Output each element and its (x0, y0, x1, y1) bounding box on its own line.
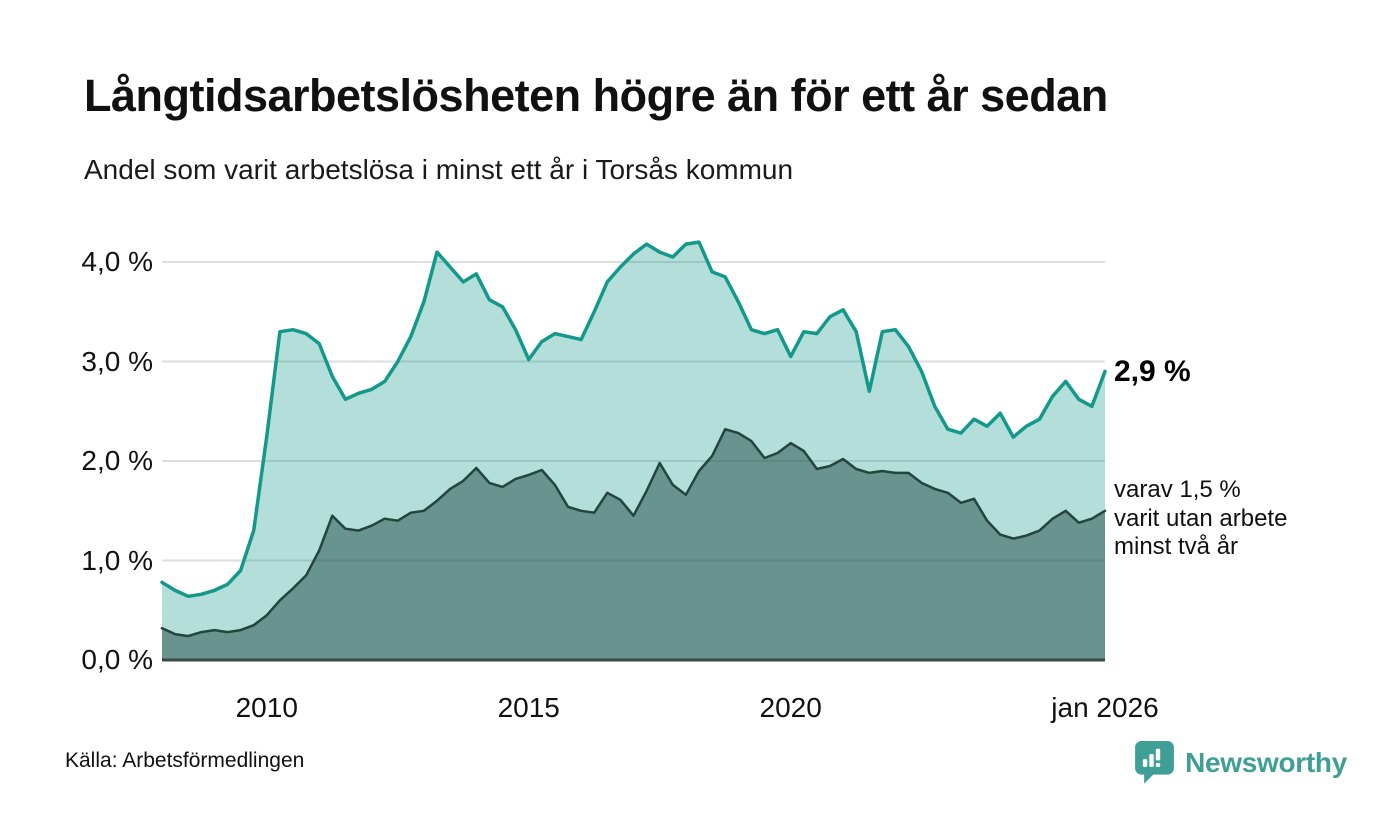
y-tick-label: 0,0 % (81, 644, 153, 675)
y-tick-label: 3,0 % (81, 345, 153, 377)
y-tick-label: 1,0 % (81, 544, 153, 576)
newsworthy-wordmark: Newsworthy (1185, 747, 1347, 778)
secondary-series-note: varav 1,5 % varit utan arbete minst två … (1114, 476, 1288, 560)
newsworthy-logo-icon (1135, 741, 1174, 784)
x-tick-label: 2020 (759, 692, 822, 723)
newsworthy-logo: Newsworthy (1135, 741, 1347, 785)
chart-title: Långtidsarbetslösheten högre än för ett … (84, 70, 1108, 121)
chart-subtitle: Andel som varit arbetslösa i minst ett å… (84, 154, 794, 185)
x-tick-label: 2015 (497, 692, 560, 723)
x-tick-label: jan 2026 (1051, 692, 1159, 723)
y-tick-label: 4,0 % (81, 246, 153, 277)
latest-value-label: 2,9 % (1114, 355, 1191, 388)
y-tick-label: 2,0 % (81, 445, 153, 476)
x-tick-label: 2010 (235, 692, 298, 723)
source-caption: Källa: Arbetsförmedlingen (65, 749, 305, 772)
